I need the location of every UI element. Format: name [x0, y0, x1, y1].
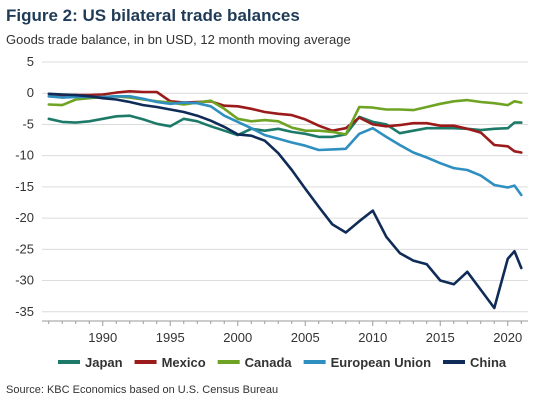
x-axis: 1990 1995 2000 2005 2010 2015 2020	[42, 320, 528, 345]
x-tick-label: 2015	[426, 330, 455, 345]
y-tick-label: -10	[15, 148, 34, 163]
series-line-china	[47, 92, 523, 310]
legend: Japan Mexico Canada European Union China	[58, 355, 507, 370]
y-tick-label: -35	[15, 304, 34, 319]
y-tick-label: -20	[15, 210, 34, 225]
y-tick-label: 0	[27, 85, 34, 100]
y-tick-label: -25	[15, 241, 34, 256]
y-axis: 5 0 -5 -10 -15 -20 -25 -30 -35	[15, 54, 34, 319]
legend-label: Mexico	[162, 355, 206, 370]
series-lines	[47, 90, 523, 310]
source-note: Source: KBC Economics based on U.S. Cens…	[6, 384, 279, 396]
chart-title: Figure 2: US bilateral trade balances	[6, 6, 300, 25]
x-tick-label: 1995	[156, 330, 185, 345]
y-tick-label: -30	[15, 273, 34, 288]
x-tick-label: 2020	[493, 330, 522, 345]
legend-label: China	[470, 355, 507, 370]
y-tick-label: 5	[27, 54, 34, 69]
chart-subtitle: Goods trade balance, in bn USD, 12 month…	[6, 32, 351, 47]
legend-label: Canada	[245, 355, 293, 370]
x-tick-label: 2000	[223, 330, 252, 345]
y-tick-label: -15	[15, 179, 34, 194]
x-tick-label: 2010	[358, 330, 387, 345]
series-line-japan	[47, 114, 523, 139]
series-line-mexico	[47, 90, 523, 154]
series-line-european-union	[47, 95, 523, 197]
legend-label: European Union	[331, 355, 431, 370]
legend-label: Japan	[85, 355, 123, 370]
x-tick-label: 1990	[88, 330, 117, 345]
y-tick-label: -5	[22, 116, 34, 131]
x-tick-label: 2005	[291, 330, 320, 345]
